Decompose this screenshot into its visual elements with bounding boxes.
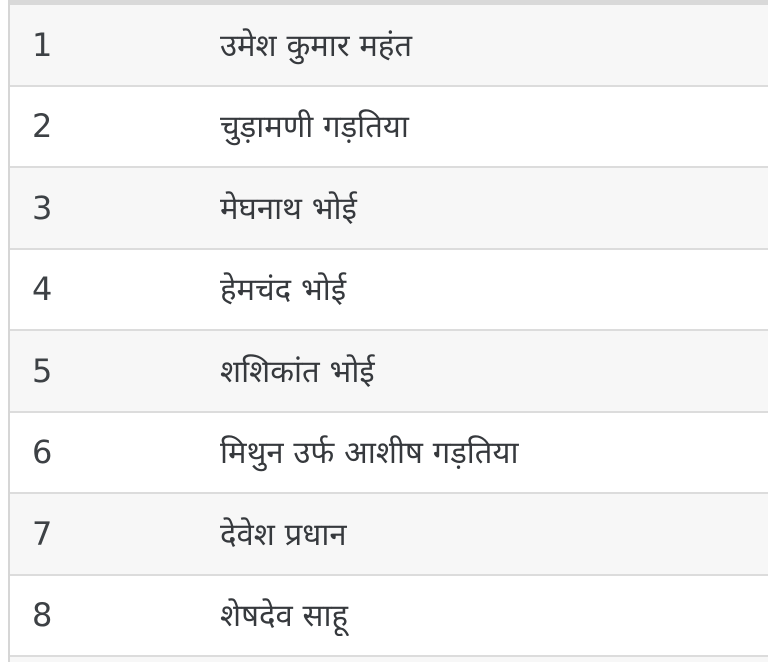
table-row: 8 शेषदेव साहू: [10, 575, 768, 657]
table-row: 4 हेमचंद भोई: [10, 249, 768, 331]
person-name: देवेश प्रधान: [220, 516, 347, 553]
row-number: 5: [32, 351, 53, 390]
table-row: 2 चुड़ामणी गड़तिया: [10, 86, 768, 168]
table-row: 6 मिथुन उर्फ आशीष गड़तिया: [10, 412, 768, 494]
table-row: 1 उमेश कुमार महंत: [10, 5, 768, 87]
person-name: उमेश कुमार महंत: [220, 27, 413, 64]
person-name: हेमचंद भोई: [220, 272, 347, 309]
table-top-separator: [10, 0, 768, 5]
table-row: 7 देवेश प्रधान: [10, 494, 768, 576]
roster-table: 1 उमेश कुमार महंत 2 चुड़ामणी गड़तिया 3 म…: [8, 0, 768, 662]
row-number: 3: [32, 188, 53, 227]
row-number: 1: [32, 25, 53, 64]
row-number: 7: [32, 514, 53, 553]
row-number: 6: [32, 433, 53, 472]
table-row: 3 मेघनाथ भोई: [10, 168, 768, 250]
row-number: 2: [32, 107, 53, 146]
person-name: शशिकांत भोई: [220, 353, 375, 390]
row-number: 8: [32, 596, 53, 635]
table-row: 5 शशिकांत भोई: [10, 331, 768, 413]
row-number: 4: [32, 270, 53, 309]
person-name: मेघनाथ भोई: [220, 190, 357, 227]
next-row-partial: [10, 657, 768, 662]
person-name: मिथुन उर्फ आशीष गड़तिया: [220, 435, 519, 472]
person-name: चुड़ामणी गड़तिया: [220, 109, 409, 146]
person-name: शेषदेव साहू: [220, 598, 348, 635]
